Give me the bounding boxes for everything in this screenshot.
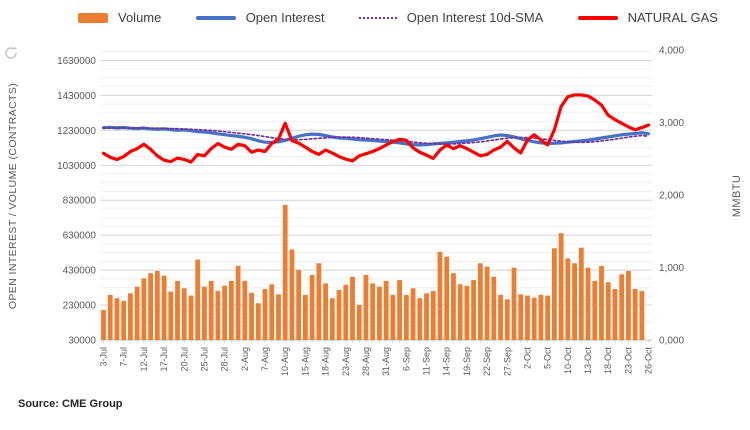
svg-text:630000: 630000 <box>63 231 97 242</box>
natural-gas-line <box>101 93 651 164</box>
svg-text:230000: 230000 <box>63 301 97 312</box>
svg-text:3,000: 3,000 <box>659 118 684 129</box>
svg-text:5-Oct: 5-Oct <box>543 347 553 370</box>
oi-sma-swatch-icon <box>358 16 397 19</box>
svg-text:830000: 830000 <box>63 196 97 207</box>
legend-label-volume: Volume <box>118 10 162 25</box>
svg-text:7-Jul: 7-Jul <box>119 347 129 367</box>
svg-text:18-Aug: 18-Aug <box>321 347 331 376</box>
svg-text:12-Jul: 12-Jul <box>139 347 149 372</box>
svg-text:10-Oct: 10-Oct <box>563 347 573 375</box>
svg-text:30000: 30000 <box>68 336 96 347</box>
svg-text:2-Aug: 2-Aug <box>240 347 250 371</box>
svg-text:25-Jul: 25-Jul <box>199 347 209 372</box>
svg-text:10-Aug: 10-Aug <box>280 347 290 376</box>
open-interest-line <box>101 125 651 147</box>
svg-text:3-Jul: 3-Jul <box>99 347 109 367</box>
legend-item-natural-gas: NATURAL GAS <box>577 10 718 25</box>
svg-text:17-Jul: 17-Jul <box>159 347 169 372</box>
svg-text:31-Aug: 31-Aug <box>381 347 391 376</box>
svg-text:1030000: 1030000 <box>57 161 96 172</box>
svg-text:18-Oct: 18-Oct <box>603 347 613 375</box>
x-axis-tick-labels: 3-Jul 7-Jul 12-Jul 17-Jul 20-Jul 25-Jul 28-Jul… <box>99 340 654 376</box>
svg-text:2-Oct: 2-Oct <box>522 347 532 370</box>
svg-text:2,000: 2,000 <box>659 191 684 202</box>
svg-text:1430000: 1430000 <box>57 91 96 102</box>
svg-text:1630000: 1630000 <box>57 56 96 67</box>
legend: Volume Open Interest Open Interest 10d-S… <box>78 10 718 25</box>
source-note: Source: CME Group <box>18 398 123 410</box>
open-interest-swatch-icon <box>195 15 236 20</box>
svg-text:26-Oct: 26-Oct <box>644 347 654 375</box>
legend-label-natural-gas: NATURAL GAS <box>627 10 718 25</box>
svg-text:7-Aug: 7-Aug <box>260 347 270 371</box>
svg-text:28-Jul: 28-Jul <box>220 347 230 372</box>
svg-text:23-Aug: 23-Aug <box>341 347 351 376</box>
legend-label-oi-sma: Open Interest 10d-SMA <box>406 10 544 25</box>
svg-text:4,000: 4,000 <box>659 46 684 57</box>
svg-text:19-Sep: 19-Sep <box>462 347 472 376</box>
legend-item-open-interest: Open Interest <box>195 10 325 25</box>
svg-text:28-Aug: 28-Aug <box>361 347 371 376</box>
svg-text:11-Sep: 11-Sep <box>422 347 432 375</box>
svg-text:22-Sep: 22-Sep <box>482 347 492 376</box>
volume-bars <box>101 204 645 340</box>
natural-gas-swatch-icon <box>577 15 618 20</box>
svg-text:27-Sep: 27-Sep <box>502 347 512 376</box>
svg-text:23-Oct: 23-Oct <box>623 347 633 375</box>
svg-text:14-Sep: 14-Sep <box>442 347 452 376</box>
refresh-artifact-icon <box>5 46 17 59</box>
svg-text:1230000: 1230000 <box>57 126 96 137</box>
svg-text:1,000: 1,000 <box>659 263 684 274</box>
legend-item-oi-sma: Open Interest 10d-SMA <box>358 10 544 25</box>
left-axis-tick-labels: 1630000 1430000 1230000 1030000 830000 630000… <box>57 56 96 347</box>
svg-text:6-Sep: 6-Sep <box>401 347 411 371</box>
svg-text:430000: 430000 <box>63 266 97 277</box>
svg-text:20-Jul: 20-Jul <box>179 347 189 372</box>
svg-text:0,000: 0,000 <box>659 336 684 347</box>
svg-text:13-Oct: 13-Oct <box>583 347 593 375</box>
right-axis-tick-labels: 4,000 3,000 2,000 1,000 0,000 <box>659 46 684 347</box>
volume-swatch-icon <box>78 12 108 23</box>
svg-text:15-Aug: 15-Aug <box>300 347 310 376</box>
legend-label-open-interest: Open Interest <box>245 10 325 25</box>
legend-item-volume: Volume <box>78 10 161 25</box>
oi-sma-line <box>102 127 650 145</box>
